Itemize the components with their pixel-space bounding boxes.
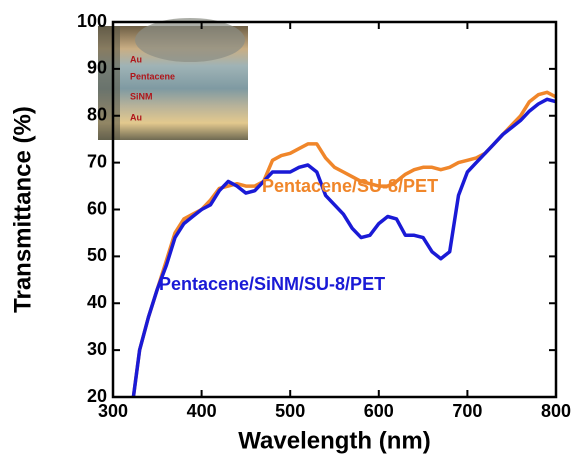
x-tick-label: 800	[541, 401, 571, 421]
x-tick-label: 400	[187, 401, 217, 421]
x-tick-label: 700	[452, 401, 482, 421]
y-axis-label: Transmittance (%)	[9, 106, 36, 313]
x-tick-label: 600	[364, 401, 394, 421]
line	[133, 99, 556, 397]
x-tick-label: 500	[275, 401, 305, 421]
y-tick-label: 50	[87, 245, 107, 265]
y-tick-label: 100	[77, 11, 107, 31]
chart: Transmittance (%) 2030405060708090100300…	[0, 0, 579, 460]
x-axis-label: Wavelength (nm)	[238, 427, 430, 454]
y-tick-label: 60	[87, 198, 107, 218]
inset-label: Au	[130, 54, 142, 64]
y-tick-label: 40	[87, 292, 107, 312]
inset-label: SiNM	[130, 91, 153, 101]
y-tick-label: 80	[87, 105, 107, 125]
series-label: Pentacene/SU-8/PET	[262, 176, 438, 196]
inset-label: Au	[130, 112, 142, 122]
series-label: Pentacene/SiNM/SU-8/PET	[159, 274, 385, 294]
x-tick-label: 300	[98, 401, 128, 421]
y-tick-label: 30	[87, 339, 107, 359]
y-tick-label: 70	[87, 151, 107, 171]
inset-label: Pentacene	[130, 71, 175, 81]
y-tick-label: 90	[87, 58, 107, 78]
